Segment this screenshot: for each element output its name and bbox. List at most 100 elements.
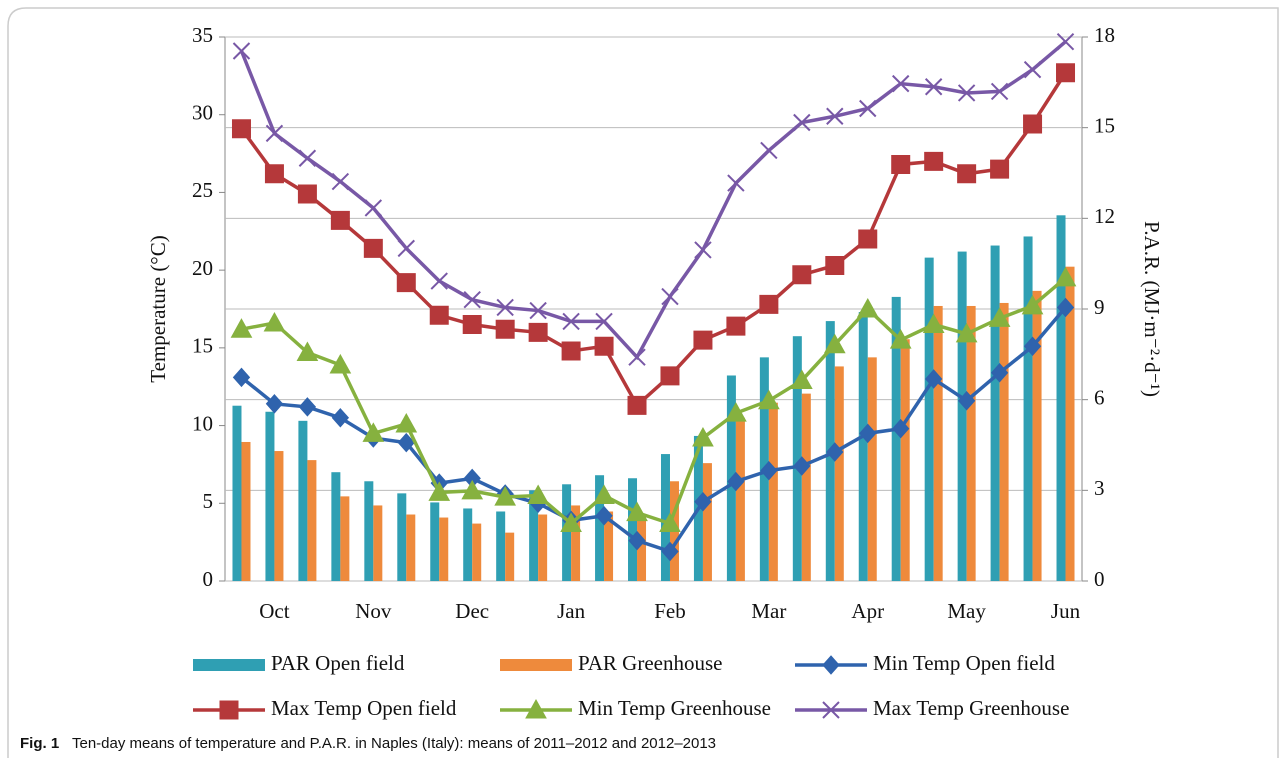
- marker: [298, 397, 317, 417]
- x-tick-label: May: [947, 599, 986, 623]
- marker: [298, 149, 317, 167]
- bar: [340, 496, 350, 581]
- marker: [363, 238, 383, 258]
- marker: [990, 82, 1009, 101]
- y2-tick-label: 15: [1094, 113, 1115, 137]
- legend-label: Max Temp Greenhouse: [873, 696, 1069, 720]
- bar: [397, 493, 407, 581]
- marker: [232, 367, 251, 388]
- bar: [529, 490, 539, 581]
- marker: [362, 422, 385, 442]
- marker: [527, 484, 549, 505]
- marker: [397, 432, 415, 453]
- marker: [562, 312, 580, 331]
- y-tick-label: 35: [192, 23, 213, 47]
- bar: [834, 366, 844, 581]
- marker: [1056, 297, 1075, 318]
- bar: [867, 357, 877, 581]
- bar: [364, 481, 374, 581]
- x-tick-label: Apr: [851, 599, 884, 623]
- marker: [793, 113, 811, 132]
- marker: [1056, 63, 1076, 83]
- caption-label: Fig. 1: [20, 735, 59, 752]
- bar: [562, 484, 572, 581]
- legend-label: Min Temp Open field: [873, 651, 1055, 675]
- bar: [1065, 266, 1075, 581]
- bar: [900, 339, 910, 581]
- bar: [637, 514, 647, 581]
- marker: [957, 84, 976, 102]
- marker: [692, 426, 714, 447]
- y2-tick-label: 0: [1094, 567, 1105, 591]
- marker: [957, 164, 977, 184]
- bar: [331, 472, 341, 581]
- marker: [1056, 32, 1075, 51]
- marker: [1054, 266, 1077, 287]
- marker: [561, 341, 581, 361]
- marker: [462, 315, 482, 335]
- bar: [858, 312, 868, 581]
- y-tick-label: 0: [203, 567, 214, 591]
- marker: [231, 119, 251, 139]
- marker: [232, 42, 251, 60]
- bar: [660, 454, 670, 581]
- y-axis-label: Temperature (°C): [146, 235, 170, 382]
- marker: [397, 239, 415, 258]
- bar: [274, 451, 284, 581]
- marker: [988, 307, 1011, 327]
- bar: [924, 257, 934, 581]
- legend-swatch: [500, 659, 572, 671]
- bar: [373, 505, 383, 581]
- bar: [891, 296, 901, 581]
- legend-label: PAR Open field: [271, 651, 405, 675]
- marker: [891, 154, 911, 174]
- frame: [7, 7, 1279, 758]
- marker: [760, 141, 778, 160]
- marker: [528, 322, 548, 342]
- y-tick-label: 10: [192, 411, 213, 435]
- marker: [660, 366, 680, 386]
- bar: [265, 411, 275, 581]
- bar: [768, 402, 778, 581]
- marker: [560, 512, 582, 532]
- bar: [702, 463, 712, 581]
- marker: [859, 99, 877, 118]
- legend-label: Min Temp Greenhouse: [578, 696, 771, 720]
- bar: [505, 532, 515, 581]
- marker: [957, 390, 976, 411]
- marker: [826, 442, 844, 462]
- bar: [307, 460, 317, 581]
- y-tick-label: 15: [192, 334, 213, 358]
- marker: [529, 301, 547, 320]
- x-tick-label: Mar: [751, 599, 786, 623]
- bar: [957, 251, 967, 582]
- marker: [265, 124, 284, 143]
- y2-tick-label: 6: [1094, 385, 1105, 409]
- bar: [933, 305, 943, 581]
- marker: [265, 394, 284, 414]
- y2-tick-label: 18: [1094, 23, 1115, 47]
- legend-label: PAR Greenhouse: [578, 651, 722, 675]
- x-tick-label: Nov: [355, 599, 392, 623]
- bar: [628, 478, 638, 581]
- x-tick-label: Oct: [259, 599, 289, 623]
- legend-marker: [822, 655, 840, 675]
- marker: [760, 460, 778, 481]
- marker: [955, 322, 978, 343]
- y2-tick-label: 3: [1094, 476, 1105, 500]
- marker: [726, 316, 746, 336]
- marker: [263, 311, 286, 332]
- caption: Ten-day means of temperature and P.A.R. …: [72, 735, 716, 752]
- marker: [626, 501, 648, 522]
- marker: [793, 456, 811, 476]
- marker: [463, 290, 481, 309]
- marker: [725, 402, 747, 422]
- marker: [892, 74, 910, 93]
- marker: [395, 412, 418, 433]
- bar: [1056, 215, 1066, 582]
- legend-swatch: [193, 659, 265, 671]
- marker: [826, 107, 844, 125]
- marker: [495, 319, 515, 339]
- marker: [264, 164, 284, 184]
